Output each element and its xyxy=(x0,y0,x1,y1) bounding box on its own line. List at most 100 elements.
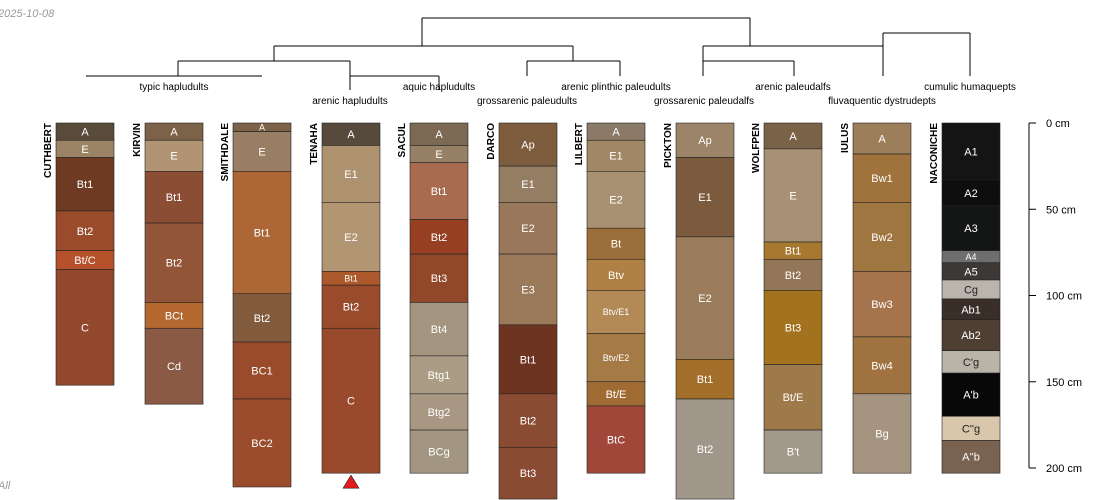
horizon-lilbert-8 xyxy=(586,405,646,474)
horizon-label: C''g xyxy=(962,423,980,435)
depth-tick-label: 100 cm xyxy=(1046,291,1082,303)
horizon-label: A xyxy=(612,127,620,139)
taxonomy-label: arenic plinthic paleudults xyxy=(561,82,671,93)
horizon-iulus-3 xyxy=(852,271,912,338)
profile-name: DARCO xyxy=(486,123,497,160)
horizon-label: Bt/C xyxy=(74,255,95,267)
taxonomy-label: grossarenic paleudalfs xyxy=(654,96,754,107)
horizon-label: E2 xyxy=(344,232,357,244)
horizon-label: Bt2 xyxy=(254,313,271,325)
horizon-label: C xyxy=(347,396,355,408)
horizon-label: B't xyxy=(787,447,800,459)
horizon-label: A xyxy=(878,133,886,145)
horizon-label: Ap xyxy=(698,135,711,147)
profile-kirvin: AE Bt1 Bt2 BCt Cd KIRVIN xyxy=(132,122,204,405)
horizon-label: Bt1 xyxy=(254,227,271,239)
horizon-label: Bt2 xyxy=(77,226,94,238)
horizon-sacul-2 xyxy=(409,162,469,220)
horizon-label: Bw4 xyxy=(871,360,892,372)
horizon-label: Bw3 xyxy=(871,299,892,311)
horizon-label: Btv/E1 xyxy=(603,307,630,317)
horizon-kirvin-3 xyxy=(144,222,204,303)
horizon-label: Cg xyxy=(964,284,978,296)
horizon-label: E xyxy=(435,149,442,161)
horizon-label: C'g xyxy=(963,357,979,369)
horizon-label: E2 xyxy=(521,223,534,235)
horizon-label: Ab1 xyxy=(961,304,981,316)
horizon-label: E2 xyxy=(698,293,711,305)
horizon-label: BCg xyxy=(428,447,449,459)
taxonomy-label: fluvaquentic dystrudepts xyxy=(828,96,936,107)
profile-name: LILBERT xyxy=(574,123,585,165)
horizon-label: Bt2 xyxy=(431,232,448,244)
profile-name: WOLFPEN xyxy=(751,123,762,173)
horizon-smithdale-4 xyxy=(232,341,292,400)
horizon-sacul-8 xyxy=(409,429,469,474)
horizon-label: A5 xyxy=(964,266,977,278)
horizon-label: A xyxy=(81,127,89,139)
horizon-label: Bt2 xyxy=(520,416,537,428)
horizon-label: Btv xyxy=(608,270,624,282)
horizon-label: A xyxy=(170,127,178,139)
date-stamp: 2025-10-08 xyxy=(0,8,55,20)
horizon-wolfpen-1 xyxy=(763,148,823,243)
horizon-pickton-1 xyxy=(675,157,735,238)
horizon-kirvin-2 xyxy=(144,171,204,224)
horizon-wolfpen-0 xyxy=(763,122,823,150)
horizon-lilbert-5 xyxy=(586,290,646,334)
horizon-label: A1 xyxy=(964,146,977,158)
depth-tick-label: 50 cm xyxy=(1046,204,1076,216)
horizon-wolfpen-4 xyxy=(763,290,823,365)
horizon-sacul-6 xyxy=(409,355,469,395)
horizon-sacul-5 xyxy=(409,302,469,357)
profile-iulus: A Bw1 Bw2 Bw3 Bw4 Bg IULUS xyxy=(840,122,912,474)
horizon-label: A2 xyxy=(964,188,977,200)
horizon-kirvin-1 xyxy=(144,139,204,172)
horizon-label: Bt/E xyxy=(783,392,804,404)
profile-name: KIRVIN xyxy=(132,123,143,157)
horizon-wolfpen-6 xyxy=(763,429,823,474)
profile-smithdale: A E Bt1 Bt2 BC1 BC2 SMITHDALE xyxy=(220,123,292,488)
profile-naconiche: A1 A2 A3 A4 A5 Cg Ab1 Ab2 C'g A'b C''g A''b NACONICH… xyxy=(929,123,1001,474)
horizon-tenaha-5 xyxy=(321,327,381,474)
horizon-iulus-4 xyxy=(852,336,912,395)
depth-tick-label: 0 cm xyxy=(1046,118,1070,130)
depth-tick-label: 150 cm xyxy=(1046,377,1082,389)
horizon-label: E xyxy=(170,151,177,163)
horizon-sacul-7 xyxy=(409,393,469,431)
horizon-label: E xyxy=(81,144,88,156)
taxonomy-label: arenic paleudalfs xyxy=(755,82,831,93)
horizon-label: BtC xyxy=(607,434,625,446)
taxonomy-label: arenic hapludults xyxy=(312,96,388,107)
horizon-label: Bt xyxy=(611,239,621,251)
horizon-label: BCt xyxy=(165,310,183,322)
profile-tenaha: A E1 E2 Bt1 Bt2 C TENAHA xyxy=(309,122,381,489)
profile-name: SACUL xyxy=(397,123,408,157)
horizon-pickton-2 xyxy=(675,236,735,360)
horizon-label: Btg2 xyxy=(428,407,451,419)
depth-axis: 0 cm 50 cm 100 cm 150 cm 200 cm xyxy=(1028,118,1082,475)
profile-sacul: AE Bt1 Bt2 Bt3 Bt4 Btg1 Btg2 BCg SACUL xyxy=(397,122,469,474)
horizon-label: E xyxy=(789,190,796,202)
horizon-label: Bt/E xyxy=(606,389,627,401)
horizon-label: Bt3 xyxy=(520,468,537,480)
horizon-lilbert-3 xyxy=(586,227,646,260)
horizon-label: BC1 xyxy=(251,365,272,377)
horizon-pickton-4 xyxy=(675,398,735,500)
horizon-naconiche-10 xyxy=(941,415,1001,441)
horizon-tenaha-4 xyxy=(321,284,381,329)
horizon-wolfpen-3 xyxy=(763,258,823,291)
profile-cuthbert: AE Bt1 Bt2 Bt/C C CUTHBERT xyxy=(43,122,115,386)
horizon-label: A xyxy=(259,123,265,133)
horizon-iulus-0 xyxy=(852,122,912,155)
horizon-iulus-2 xyxy=(852,202,912,272)
taxonomy-label: cumulic humaquepts xyxy=(924,82,1016,93)
horizon-label: Bw2 xyxy=(871,232,892,244)
horizon-label: Btg1 xyxy=(428,370,451,382)
horizon-label: A xyxy=(347,129,355,141)
horizon-label: Bt1 xyxy=(77,179,94,191)
horizon-label: E3 xyxy=(521,284,534,296)
horizon-label: Cd xyxy=(167,361,181,373)
